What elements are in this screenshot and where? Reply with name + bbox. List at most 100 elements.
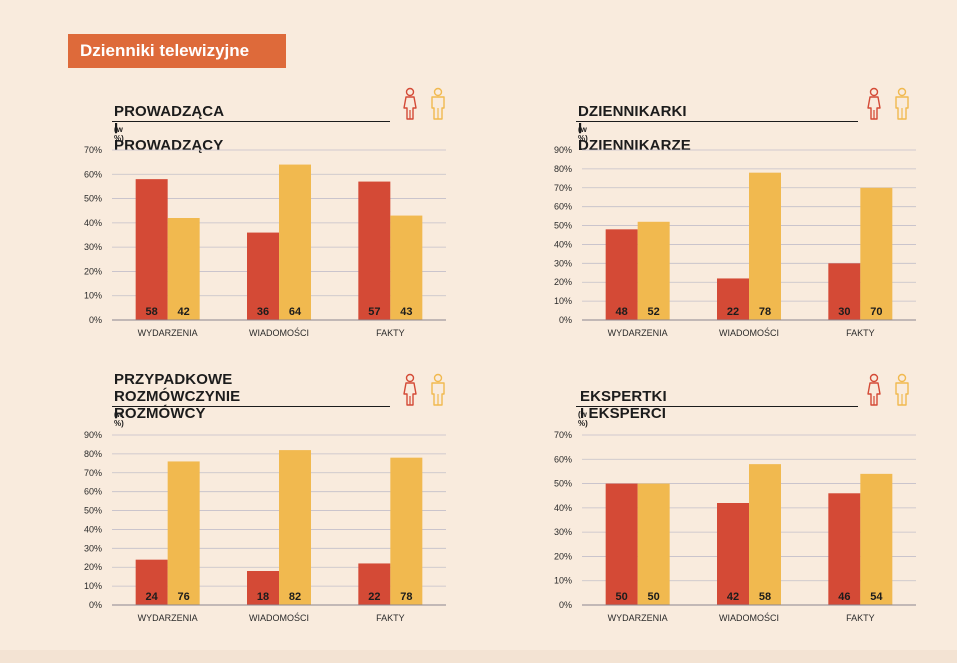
bar-value-label: 82 xyxy=(289,591,301,603)
bar-chart-prowadzacy: 0% 10% 20% 30% 40% 50% 60% 70% 58 42 WYDARZENIA 36 6… xyxy=(84,145,446,338)
x-tick-label: WIADOMOŚCI xyxy=(719,327,779,338)
bar-chart-dziennikarze: 0% 10% 20% 30% 40% 50% 60% 70% 80% 90% 48 52 WYDARZE… xyxy=(554,145,916,338)
bar xyxy=(828,493,861,605)
title-underline xyxy=(576,406,858,407)
y-tick-label: 60% xyxy=(84,487,102,497)
bar-value-label: 58 xyxy=(146,306,158,318)
bar-value-label: 50 xyxy=(616,591,628,603)
y-tick-label: 10% xyxy=(554,576,572,586)
x-tick-label: FAKTY xyxy=(376,613,405,623)
bar xyxy=(605,483,638,605)
y-tick-label: 50% xyxy=(84,506,102,516)
bar-value-label: 22 xyxy=(368,591,380,603)
y-tick-label: 90% xyxy=(554,145,572,155)
y-tick-label: 40% xyxy=(554,239,572,249)
x-tick-label: FAKTY xyxy=(846,328,875,338)
bar xyxy=(135,179,168,320)
x-tick-label: WYDARZENIA xyxy=(138,613,198,623)
unit-label: (w %) xyxy=(578,125,588,143)
y-tick-label: 40% xyxy=(84,524,102,534)
title-underline xyxy=(112,121,390,122)
gender-legend xyxy=(866,372,916,413)
bar xyxy=(749,464,781,605)
y-tick-label: 50% xyxy=(84,194,102,204)
bar xyxy=(247,571,279,605)
y-tick-label: 70% xyxy=(554,183,572,193)
bar-value-label: 30 xyxy=(838,306,850,318)
bar-value-label: 58 xyxy=(759,591,771,603)
bar-value-label: 64 xyxy=(289,306,302,318)
man-icon xyxy=(895,373,909,406)
bar-value-label: 42 xyxy=(178,306,190,318)
bar xyxy=(605,229,638,320)
bar-chart-eksperci: 0% 10% 20% 30% 40% 50% 60% 70% 50 50 WYDARZENIA 42 5… xyxy=(554,430,916,623)
bar xyxy=(167,461,200,605)
bar-value-label: 52 xyxy=(648,306,660,318)
y-tick-label: 20% xyxy=(84,562,102,572)
bar xyxy=(637,221,670,320)
bar-value-label: 70 xyxy=(870,306,882,318)
x-tick-label: WIADOMOŚCI xyxy=(249,327,309,338)
page-edge xyxy=(0,650,957,663)
man-icon xyxy=(431,373,445,406)
y-tick-label: 40% xyxy=(84,218,102,228)
y-tick-label: 30% xyxy=(84,242,102,252)
y-tick-label: 10% xyxy=(84,581,102,591)
bar xyxy=(247,232,279,320)
bar-value-label: 46 xyxy=(838,591,850,603)
bar xyxy=(358,181,391,320)
bar xyxy=(167,218,200,320)
bar xyxy=(828,263,861,320)
chart-title-line-2: I ROZMÓWCY xyxy=(114,388,206,422)
bar xyxy=(717,503,749,605)
gender-icons xyxy=(403,373,445,406)
woman-icon xyxy=(403,87,417,120)
y-tick-label: 50% xyxy=(554,221,572,231)
bar-value-label: 43 xyxy=(400,306,412,318)
gender-legend xyxy=(402,86,452,127)
woman-icon xyxy=(867,87,881,120)
chart-title-line-1: PRZYPADKOWE ROZMÓWCZYNIE xyxy=(114,371,241,405)
y-tick-label: 0% xyxy=(89,315,102,325)
bar-value-label: 24 xyxy=(146,591,159,603)
x-tick-label: WIADOMOŚCI xyxy=(249,612,309,623)
y-tick-label: 0% xyxy=(559,315,572,325)
y-tick-label: 50% xyxy=(554,479,572,489)
y-tick-label: 20% xyxy=(84,266,102,276)
bar-value-label: 22 xyxy=(727,306,739,318)
chart-title: EKSPERTKI I EKSPERCI xyxy=(580,388,667,422)
bar-value-label: 57 xyxy=(368,306,380,318)
bar-chart-rozmowcy: 0% 10% 20% 30% 40% 50% 60% 70% 80% 90% 24 76 WYDARZE… xyxy=(84,430,446,623)
unit-label: (w %) xyxy=(114,125,124,143)
woman-icon xyxy=(403,373,417,406)
bar xyxy=(279,450,311,605)
y-tick-label: 10% xyxy=(84,291,102,301)
unit-label: (w %) xyxy=(114,410,124,428)
bar xyxy=(358,563,391,605)
y-tick-label: 60% xyxy=(554,454,572,464)
x-tick-label: WYDARZENIA xyxy=(608,613,668,623)
gender-icons xyxy=(403,87,445,120)
y-tick-label: 30% xyxy=(554,527,572,537)
y-tick-label: 20% xyxy=(554,551,572,561)
bar-value-label: 50 xyxy=(648,591,660,603)
y-tick-label: 80% xyxy=(84,449,102,459)
bar xyxy=(279,164,311,320)
section-title: Dzienniki telewizyjne xyxy=(68,34,286,68)
y-tick-label: 80% xyxy=(554,164,572,174)
bar xyxy=(390,457,423,605)
bar xyxy=(860,187,893,320)
man-icon xyxy=(895,87,909,120)
y-tick-label: 70% xyxy=(84,468,102,478)
y-tick-label: 20% xyxy=(554,277,572,287)
gender-icons xyxy=(867,87,909,120)
unit-label: (w %) xyxy=(578,410,588,428)
bar xyxy=(637,483,670,605)
bar xyxy=(717,278,749,320)
y-tick-label: 60% xyxy=(84,169,102,179)
bar-value-label: 78 xyxy=(400,591,412,603)
x-tick-label: WYDARZENIA xyxy=(608,328,668,338)
gender-legend xyxy=(402,372,452,413)
title-underline xyxy=(112,406,390,407)
y-tick-label: 30% xyxy=(554,258,572,268)
